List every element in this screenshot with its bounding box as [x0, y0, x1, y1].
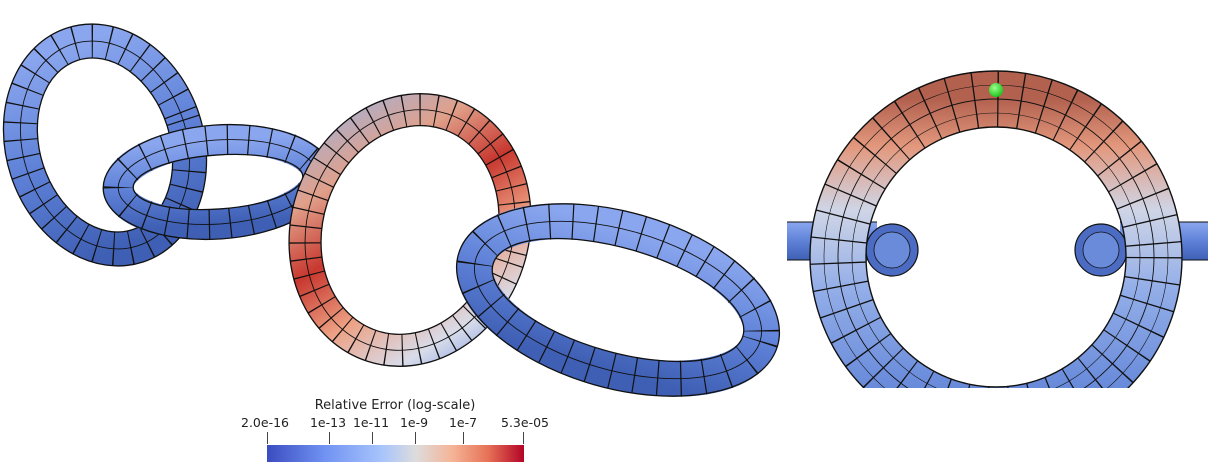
ring-4 [455, 203, 781, 397]
ring-1 [2, 23, 208, 267]
chain-view [2, 23, 781, 397]
closeup-view [787, 70, 1208, 388]
closeup-ring [809, 70, 1183, 388]
probe-point-marker [989, 83, 1003, 97]
ring-3-high-error [288, 93, 532, 367]
